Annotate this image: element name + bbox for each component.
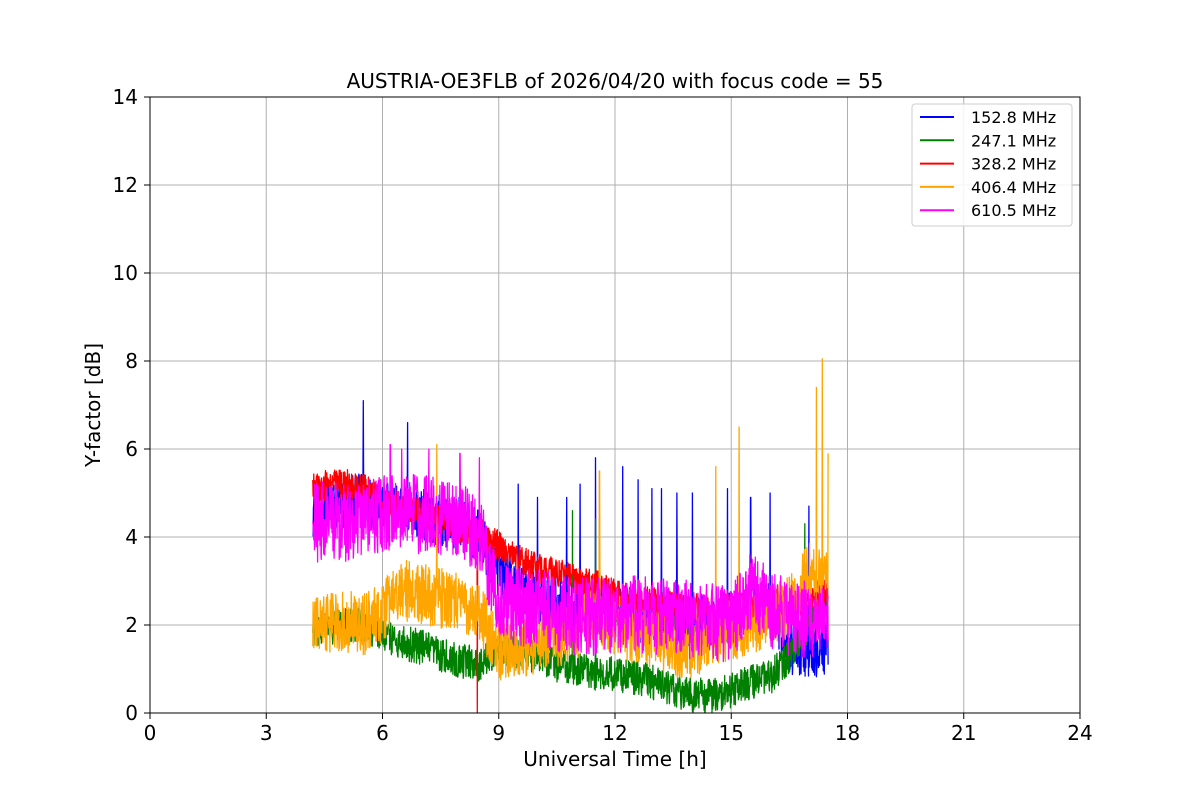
x-tick-label: 24 <box>1067 721 1092 745</box>
chart-title: AUSTRIA-OE3FLB of 2026/04/20 with focus … <box>347 69 884 93</box>
legend-entry[interactable]: 247.1 MHz <box>920 131 1056 150</box>
y-tick-label: 14 <box>113 85 138 109</box>
series-layer <box>312 358 829 714</box>
x-tick-label: 12 <box>602 721 627 745</box>
legend-label: 328.2 MHz <box>971 155 1056 174</box>
y-tick-label: 6 <box>125 437 138 461</box>
y-tick-label: 8 <box>125 349 138 373</box>
x-tick-label: 6 <box>376 721 389 745</box>
x-tick-label: 21 <box>951 721 976 745</box>
y-tick-label: 2 <box>125 613 138 637</box>
series-line-247-1-mhz <box>312 509 829 714</box>
legend-label: 152.8 MHz <box>971 108 1056 127</box>
legend-label: 406.4 MHz <box>971 178 1056 197</box>
legend-entry[interactable]: 328.2 MHz <box>920 155 1056 174</box>
x-tick-label: 0 <box>144 721 157 745</box>
x-axis-label: Universal Time [h] <box>523 747 706 771</box>
legend-label: 247.1 MHz <box>971 131 1056 150</box>
x-tick-label: 18 <box>835 721 860 745</box>
x-tick-label: 15 <box>719 721 744 745</box>
legend-label: 610.5 MHz <box>971 201 1056 220</box>
legend[interactable]: 152.8 MHz 247.1 MHz 328.2 MHz 406.4 MHz 610.… <box>911 103 1073 227</box>
x-tick-label: 9 <box>492 721 505 745</box>
x-tick-label: 3 <box>260 721 273 745</box>
y-tick-label: 12 <box>113 173 138 197</box>
legend-entry[interactable]: 406.4 MHz <box>920 178 1056 197</box>
y-tick-label: 0 <box>125 701 138 725</box>
legend-entry[interactable]: 610.5 MHz <box>920 201 1056 220</box>
legend-box <box>911 103 1073 227</box>
y-tick-label: 10 <box>113 261 138 285</box>
legend-entry[interactable]: 152.8 MHz <box>920 108 1056 127</box>
series-line-610-5-mhz <box>312 443 829 663</box>
y-axis-label: Y-factor [dB] <box>81 343 105 468</box>
y-tick-label: 4 <box>125 525 138 549</box>
